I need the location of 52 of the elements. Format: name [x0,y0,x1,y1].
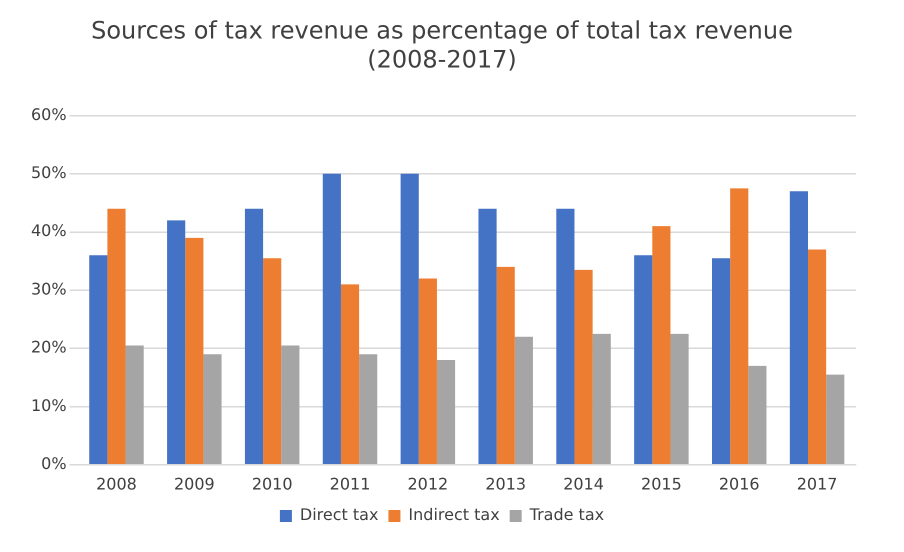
x-tick-label: 2011 [330,474,370,494]
bar [574,270,593,464]
bar [436,360,456,464]
y-tick-label: 10% [31,396,67,415]
y-tick-label: 50% [31,162,67,182]
x-tick-label: 2009 [174,474,215,494]
bar [634,255,652,464]
bar [496,266,515,464]
bar [322,174,341,464]
bar [556,208,574,464]
bar [748,366,766,464]
legend-label: Indirect tax [408,505,500,524]
x-tick-label: 2016 [718,474,760,494]
x-tick-label: 2012 [408,474,448,494]
bar [652,226,670,464]
bar [244,208,264,464]
bar [281,345,300,464]
bar [89,255,108,464]
x-tick-label: 2008 [96,474,137,494]
x-tick-label: 2013 [485,474,526,494]
x-tick-label: 2010 [252,474,293,494]
bar [478,208,497,464]
bar [670,334,689,464]
bar [340,284,360,464]
text: Sources of tax revenue as percentage of total tax revenue [91,16,793,45]
y-tick-label: 60% [31,104,67,124]
y-tick-label: 0% [41,454,67,473]
bar [418,278,437,464]
bar [107,208,126,464]
bar [808,249,826,464]
y-tick-label: 30% [31,279,67,298]
y-tick-label: 40% [31,221,67,240]
legend-label: Trade tax [528,505,604,524]
y-tick-label: 20% [31,338,67,357]
text: (2008-2017) [367,45,517,74]
bar [790,191,808,464]
bar [514,336,533,464]
bar [263,258,282,464]
bar [826,374,844,464]
bar [592,334,611,464]
bar [185,238,204,464]
x-tick-label: 2017 [796,474,838,494]
bar [126,345,144,464]
bar [400,174,419,464]
x-tick-label: 2014 [563,474,604,494]
bar [730,188,748,464]
legend-label: Direct tax [300,505,378,524]
x-tick-label: 2015 [641,474,682,494]
bar [203,354,222,464]
bar [167,220,186,464]
bar [359,354,378,464]
bar [712,258,730,464]
